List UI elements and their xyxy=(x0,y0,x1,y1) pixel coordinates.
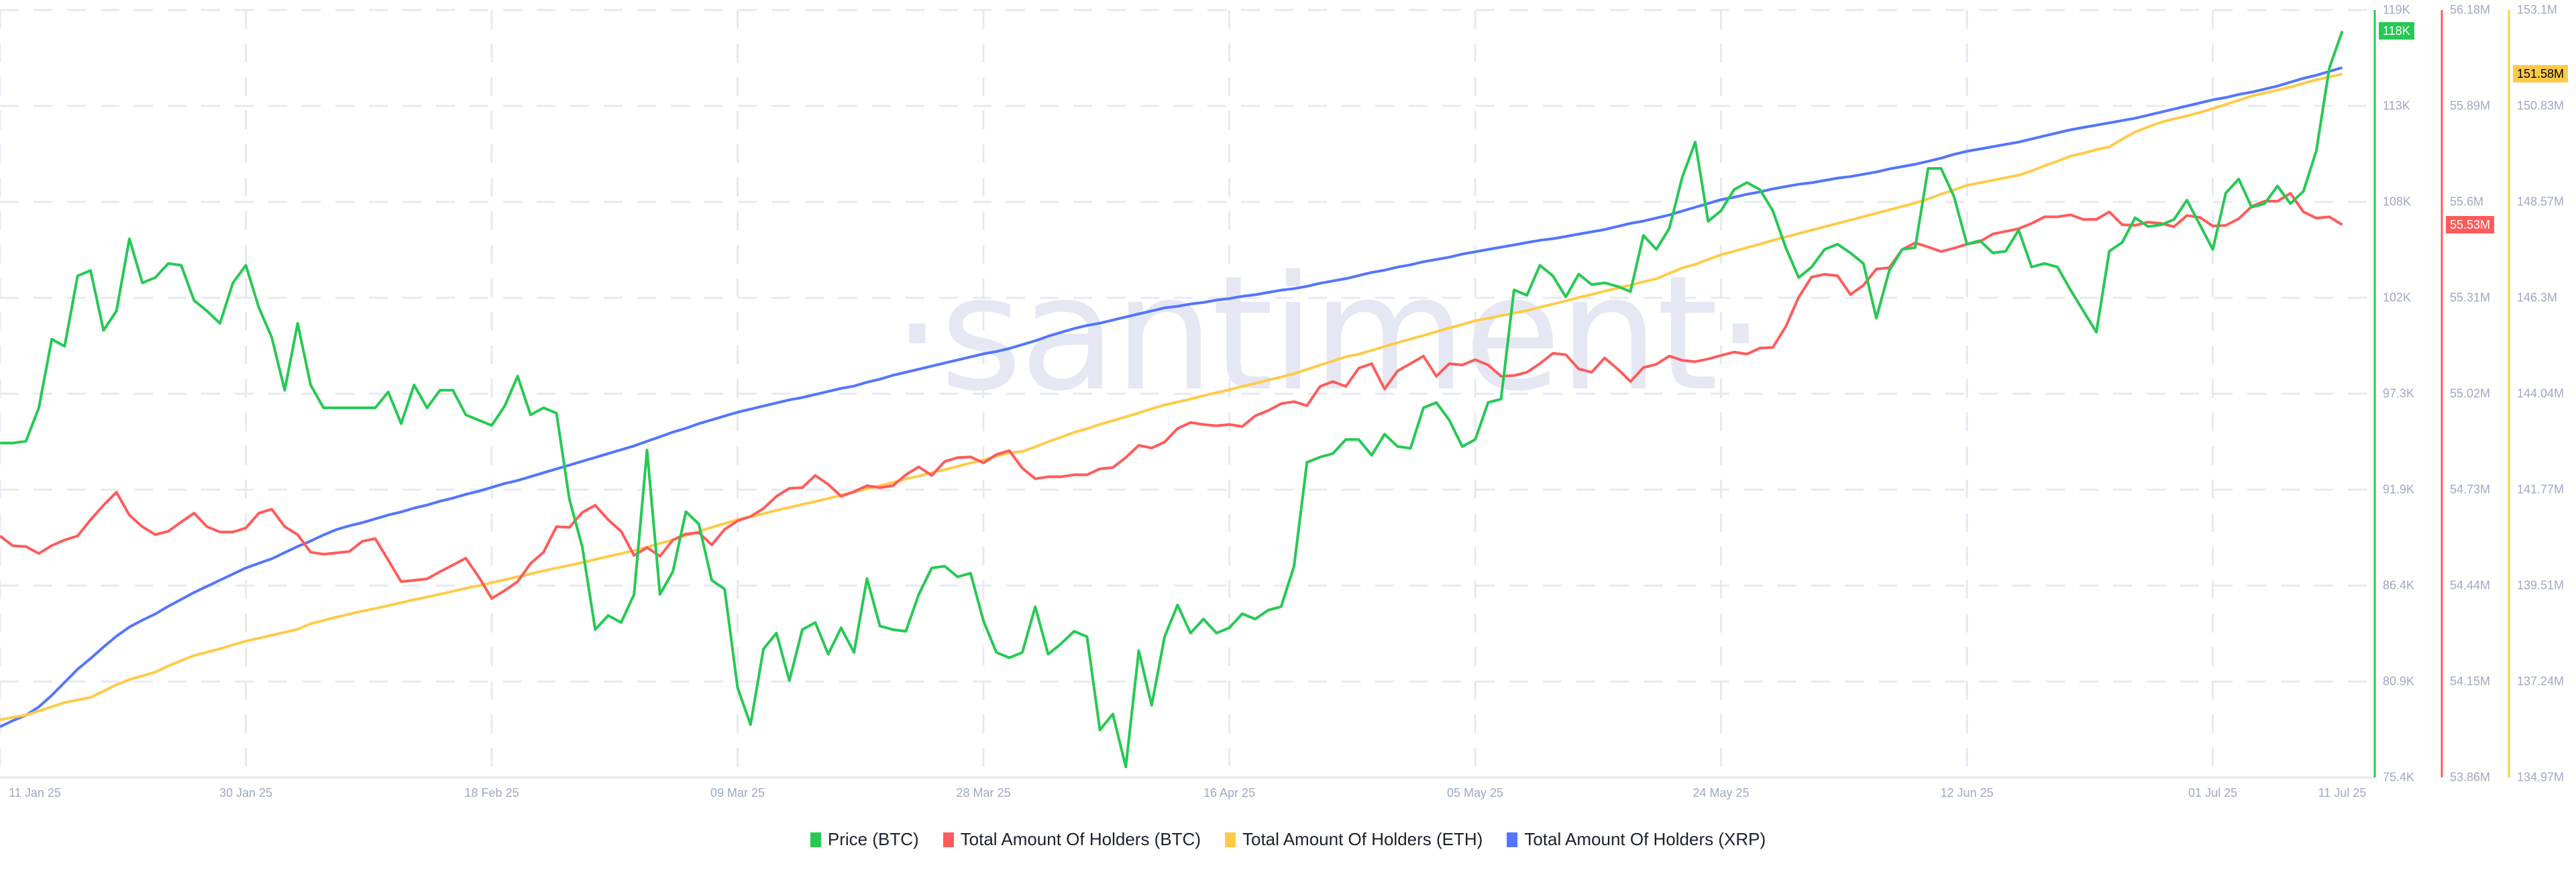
legend-label: Price (BTC) xyxy=(827,829,919,849)
legend-item-holders-xrp[interactable]: Total Amount Of Holders (XRP) xyxy=(1507,829,1766,850)
y-axis-tick-label: 150.83M xyxy=(2517,99,2565,113)
y-axis-tick-label: 53.86M xyxy=(2450,770,2491,784)
y-axis-tick-label: 144.04M xyxy=(2517,386,2565,400)
legend-label: Total Amount Of Holders (ETH) xyxy=(1242,829,1483,849)
x-axis-tick-label: 09 Mar 25 xyxy=(710,786,765,800)
y-axis-tick-label: 55.31M xyxy=(2450,290,2491,305)
legend-item-price-btc[interactable]: Price (BTC) xyxy=(810,829,919,850)
y-axis-tick-label: 55.6M xyxy=(2450,195,2484,209)
legend-label: Total Amount Of Holders (BTC) xyxy=(960,829,1201,849)
y-axis-tick-label: 119K xyxy=(2383,3,2410,17)
legend-swatch-red-icon xyxy=(943,832,954,847)
series-line-total-amount-of-holders-btc[interactable] xyxy=(0,192,2343,600)
x-axis-tick-label: 01 Jul 25 xyxy=(2188,786,2238,800)
legend-swatch-green-icon xyxy=(810,832,821,847)
y-axis-tick-label: 55.02M xyxy=(2450,386,2491,400)
legend-swatch-blue-icon xyxy=(1507,832,1518,847)
x-axis-tick-label: 18 Feb 25 xyxy=(464,786,519,800)
legend-item-holders-eth[interactable]: Total Amount Of Holders (ETH) xyxy=(1224,829,1483,850)
y-axis-tick-label: 139.51M xyxy=(2517,578,2565,592)
current-value-badge-price-btc: 118K xyxy=(2379,22,2414,40)
series-line-price-btc[interactable] xyxy=(0,30,2344,769)
y-axis-tick-label: 146.3M xyxy=(2517,290,2558,305)
y-axis-tick-label: 86.4K xyxy=(2383,578,2415,592)
y-axis-tick-label: 113K xyxy=(2383,99,2410,113)
y-axis-tick-label: 137.24M xyxy=(2517,674,2565,688)
y-axis-tick-label: 75.4K xyxy=(2383,770,2415,784)
legend-label: Total Amount Of Holders (XRP) xyxy=(1524,829,1766,849)
x-axis-tick-label: 30 Jan 25 xyxy=(219,786,273,800)
x-axis-tick-label: 28 Mar 25 xyxy=(956,786,1011,800)
x-axis-tick-label: 11 Jan 25 xyxy=(9,786,61,800)
y-axis-tick-label: 134.97M xyxy=(2517,770,2565,784)
y-axis-tick-label: 55.89M xyxy=(2450,99,2491,113)
x-axis-tick-label: 05 May 25 xyxy=(1447,786,1504,800)
y-axis-tick-label: 80.9K xyxy=(2383,674,2415,688)
x-axis-tick-label: 16 Apr 25 xyxy=(1203,786,1256,800)
chart-legend: Price (BTC) Total Amount Of Holders (BTC… xyxy=(0,829,2576,850)
y-axis-tick-label: 108K xyxy=(2383,195,2412,209)
x-axis-tick-label: 12 Jun 25 xyxy=(1940,786,1994,800)
y-axis-tick-label: 56.18M xyxy=(2450,3,2491,17)
y-axis-tick-label: 54.73M xyxy=(2450,482,2491,496)
y-axis-tick-label: 153.1M xyxy=(2517,3,2558,17)
current-value-badge-holders-btc: 55.53M xyxy=(2446,216,2495,234)
y-axis-tick-label: 54.15M xyxy=(2450,674,2491,688)
y-axis-tick-label: 102K xyxy=(2383,290,2412,305)
legend-item-holders-btc[interactable]: Total Amount Of Holders (BTC) xyxy=(943,829,1201,850)
x-axis-tick-label: 24 May 25 xyxy=(1693,786,1750,800)
y-axis-tick-label: 148.57M xyxy=(2517,195,2565,209)
y-axis-tick-label: 97.3K xyxy=(2383,386,2415,400)
y-axis-tick-label: 54.44M xyxy=(2450,578,2491,592)
y-axis-tick-label: 141.77M xyxy=(2517,482,2565,496)
x-axis-tick-label: 11 Jul 25 xyxy=(2318,786,2367,800)
current-value-badge-holders-eth: 151.58M xyxy=(2513,65,2569,83)
legend-swatch-yellow-icon xyxy=(1224,832,1236,847)
y-axis-tick-label: 91.9K xyxy=(2383,482,2415,496)
series-line-total-amount-of-holders-xrp[interactable] xyxy=(0,66,2343,728)
